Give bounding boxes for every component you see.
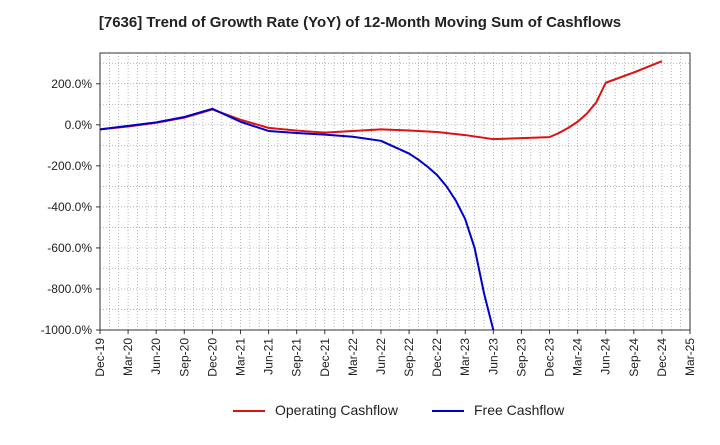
x-tick-label: Dec-22 [430,338,444,377]
x-tick-label: Mar-22 [346,338,360,376]
x-tick-label: Dec-19 [93,338,107,377]
free-cashflow-series-line [100,107,495,330]
x-tick-label: Mar-25 [683,338,697,376]
x-tick-label: Sep-23 [514,338,528,377]
x-tick-label: Dec-20 [205,338,219,377]
x-tick-label: Mar-24 [571,338,585,376]
x-tick-label: Sep-22 [402,338,416,377]
x-tick-label: Jun-21 [262,338,276,375]
y-tick-label: 200.0% [51,77,92,91]
x-tick-label: Sep-20 [177,338,191,377]
y-tick-label: -200.0% [47,159,92,173]
legend-label-free-cashflow: Free Cashflow [474,402,565,418]
x-tick-label: Jun-22 [374,338,388,375]
chart-title: [7636] Trend of Growth Rate (YoY) of 12-… [98,14,622,31]
y-tick-label: -600.0% [47,241,92,255]
x-tick-label: Jun-23 [486,338,500,375]
plot-area [100,53,690,330]
y-tick-label: -800.0% [47,282,92,296]
x-tick-label: Dec-21 [318,338,332,377]
x-tick-label: Mar-21 [233,338,247,376]
x-tick-label: Sep-21 [290,338,304,377]
plot-border [99,52,691,331]
x-tick-label: Jun-20 [149,338,163,375]
x-tick-label: Mar-23 [458,338,472,376]
legend-label-operating-cashflow: Operating Cashflow [275,402,399,418]
y-tick-label: -400.0% [47,200,92,214]
x-tick-label: Jun-24 [599,338,613,375]
x-tick-label: Dec-24 [655,338,669,377]
y-tick-label: -1000.0% [41,323,93,337]
y-tick-label: 0.0% [65,118,93,132]
x-tick-label: Mar-20 [121,338,135,376]
x-tick-label: Sep-24 [627,338,641,377]
x-tick-label: Dec-23 [543,338,557,377]
